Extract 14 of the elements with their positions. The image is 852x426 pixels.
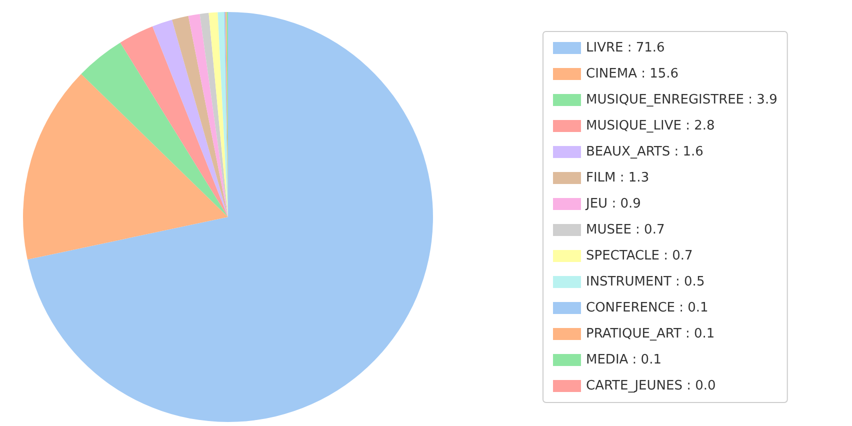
legend-label: PRATIQUE_ART : 0.1 <box>586 326 715 342</box>
legend-label: MUSEE : 0.7 <box>586 222 665 238</box>
legend-label: CINEMA : 15.6 <box>586 66 679 82</box>
legend-label: JEU : 0.9 <box>585 196 641 212</box>
legend-label: MEDIA : 0.1 <box>586 352 662 368</box>
legend-label: CONFERENCE : 0.1 <box>586 300 708 316</box>
legend-label: FILM : 1.3 <box>586 170 650 186</box>
legend-label: MUSIQUE_LIVE : 2.8 <box>586 118 715 134</box>
legend-label: CARTE_JEUNES : 0.0 <box>586 378 716 394</box>
legend-label: BEAUX_ARTS : 1.6 <box>586 144 704 160</box>
legend-label: SPECTACLE : 0.7 <box>586 248 693 264</box>
legend-label: LIVRE : 71.6 <box>586 40 665 56</box>
legend-label: MUSIQUE_ENREGISTREE : 3.9 <box>586 92 778 108</box>
legend-label: INSTRUMENT : 0.5 <box>586 274 705 290</box>
